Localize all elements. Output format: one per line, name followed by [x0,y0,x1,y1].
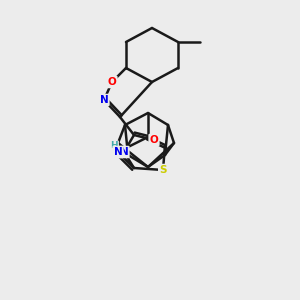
Text: N: N [100,95,108,105]
Text: N: N [120,147,128,157]
Text: H: H [110,142,118,151]
Text: O: O [150,135,158,145]
Text: O: O [108,77,116,87]
Text: N: N [114,147,122,157]
Text: S: S [159,165,167,175]
